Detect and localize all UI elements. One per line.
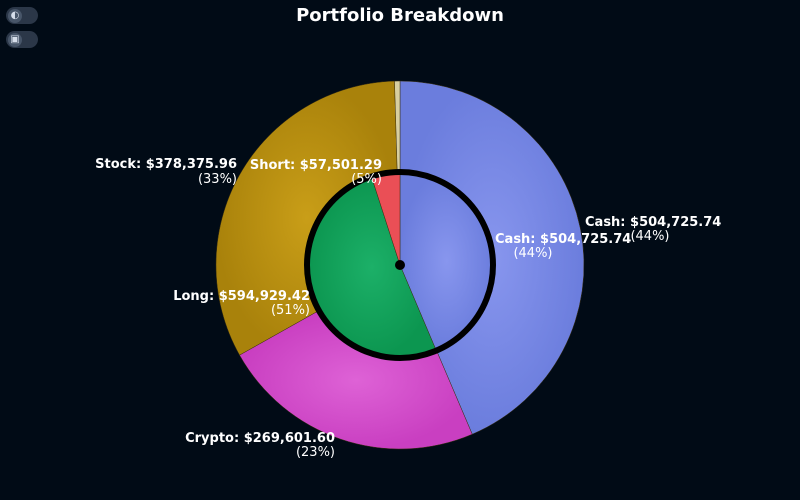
outer-ring [215,80,585,450]
pct-outer-crypto: (23%) [296,445,335,460]
chart-title: Portfolio Breakdown [296,5,504,26]
pct-outer-cash: (44%) [630,229,669,244]
inner-ring-border [304,169,496,361]
label-outer-stock: Stock: $378,375.96 [95,157,237,172]
theme-toggle[interactable]: ◐ [6,7,38,24]
view-toggle[interactable]: ▣ [6,31,38,48]
center-dot [395,260,405,270]
toggle-view-icon: ▣ [8,32,22,47]
label-inner-inner_cash: Cash: $504,725.74 [495,232,631,247]
label-inner-short: Short: $57,501.29 [250,158,382,173]
label-outer-cash: Cash: $504,725.74 [585,215,721,230]
pct-inner-long: (51%) [271,303,310,318]
pct-outer-stock: (33%) [198,172,237,187]
contrast-icon: ◐ [8,8,22,23]
label-outer-crypto: Crypto: $269,601.60 [185,431,335,446]
pct-inner-short: (5%) [351,172,382,187]
pct-inner-inner_cash: (44%) [513,246,552,261]
slice-labels: Cash: $504,725.74(44%)Crypto: $269,601.6… [95,157,721,460]
label-inner-long: Long: $594,929.42 [173,289,310,304]
